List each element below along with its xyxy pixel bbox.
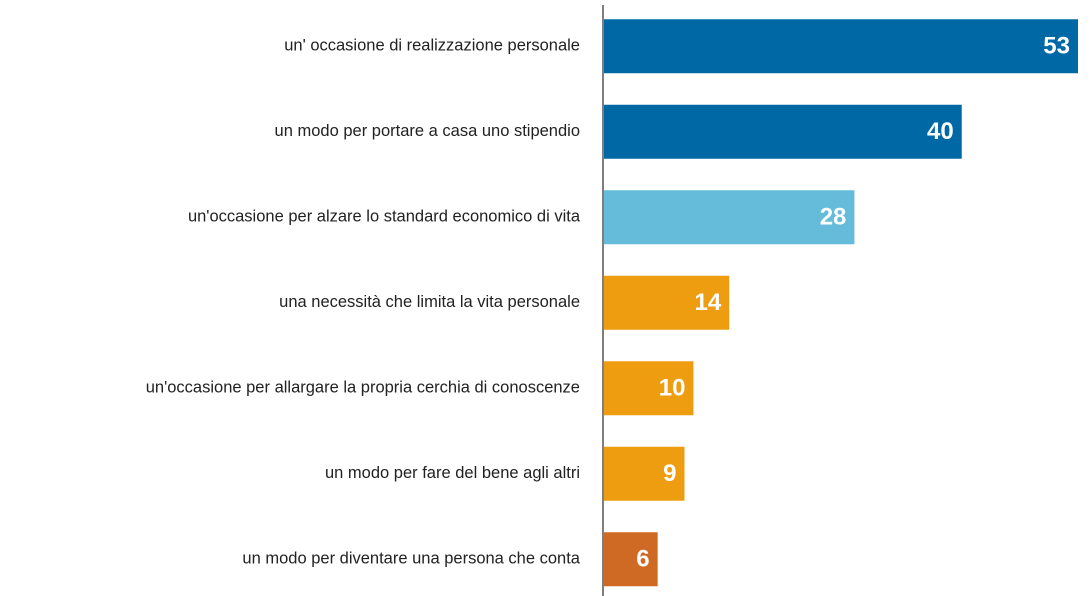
category-label: un' occasione di realizzazione personale [284,37,580,55]
category-label: un modo per fare del bene agli altri [325,464,580,482]
value-label: 28 [820,204,847,231]
value-label: 53 [1043,33,1070,60]
bar [604,275,730,330]
category-label: una necessità che limita la vita persona… [279,293,580,311]
bar [604,361,694,416]
bar [604,104,962,159]
bar [604,532,658,587]
bar [604,190,855,245]
bar [604,19,1078,74]
category-label: un'occasione per allargare la propria ce… [146,379,580,397]
value-label: 10 [659,375,686,402]
value-label: 9 [663,460,676,487]
value-label: 40 [927,118,954,145]
bar [604,446,685,501]
category-label: un modo per portare a casa uno stipendio [275,122,580,140]
category-label: un modo per diventare una persona che co… [242,550,580,568]
value-label: 14 [695,289,722,316]
category-label: un'occasione per alzare lo standard econ… [188,208,581,226]
value-label: 6 [636,546,649,573]
